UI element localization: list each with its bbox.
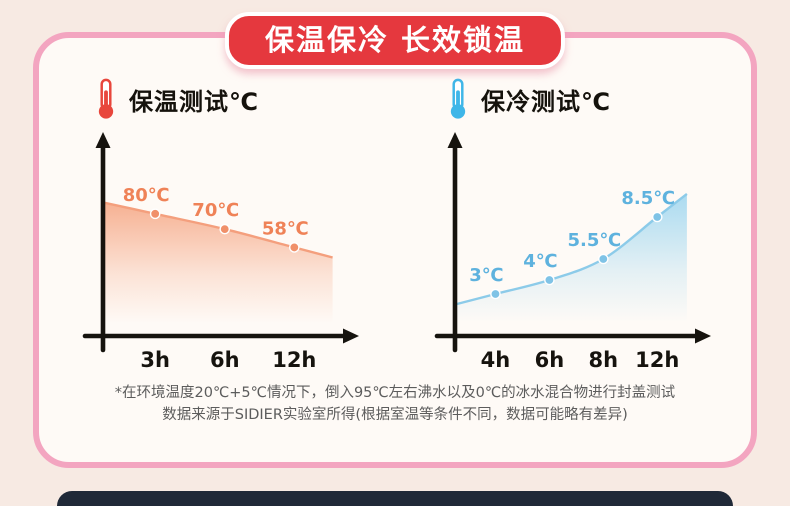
heat-retention-chart: 80℃ 3h 70℃ 6h 58℃ 12h xyxy=(82,132,359,372)
heat-retention-header: 保温测试℃ xyxy=(69,78,369,120)
value-label: 80℃ xyxy=(123,185,170,206)
x-tick-label: 4h xyxy=(481,348,511,372)
x-tick-label: 6h xyxy=(210,348,240,372)
chart-area xyxy=(103,202,333,334)
x-tick-label: 3h xyxy=(140,348,170,372)
section-title-badge: 保温保冷 长效锁温 xyxy=(224,12,566,70)
cold-retention-block: 保冷测试℃ 3℃ 4h 4℃ 6h 5.5℃ 8h 8.5℃ 12h xyxy=(421,78,721,374)
value-label: 3℃ xyxy=(469,265,503,286)
next-section-peek xyxy=(57,491,733,506)
thermometer-hot-icon xyxy=(93,78,119,120)
x-axis-arrow xyxy=(343,328,359,344)
x-tick-label: 6h xyxy=(535,348,565,372)
chart-area xyxy=(455,193,687,334)
value-label: 58℃ xyxy=(262,218,309,239)
disclaimer-line-2: 数据来源于SIDIER实验室所得(根据室温等条件不同，数据可能略有差异) xyxy=(162,407,628,424)
data-point xyxy=(490,288,501,300)
value-label: 8.5℃ xyxy=(621,188,675,209)
cold-retention-chart: 3℃ 4h 4℃ 6h 5.5℃ 8h 8.5℃ 12h xyxy=(434,132,711,372)
thermal-test-card: 保温保冷 长效锁温 保温测试℃ 80℃ 3h 70℃ 6h 58℃ 12h xyxy=(33,12,757,468)
data-point xyxy=(544,274,555,286)
heat-retention-title: 保温测试℃ xyxy=(129,87,260,116)
value-label: 70℃ xyxy=(192,200,239,221)
y-axis-arrow xyxy=(447,132,463,148)
x-tick-label: 12h xyxy=(272,348,316,372)
cold-retention-title: 保冷测试℃ xyxy=(481,87,612,116)
data-point xyxy=(598,253,609,265)
section-title: 保温保冷 长效锁温 xyxy=(264,23,526,57)
data-point xyxy=(289,242,300,253)
heat-retention-block: 保温测试℃ 80℃ 3h 70℃ 6h 58℃ 12h xyxy=(69,78,369,374)
y-axis-arrow xyxy=(95,132,111,148)
charts-row: 保温测试℃ 80℃ 3h 70℃ 6h 58℃ 12h 保冷测试℃ 3℃ 4h 4℃ 6h 5.5… xyxy=(39,78,751,374)
data-point xyxy=(149,208,161,220)
thermometer-cold-icon xyxy=(445,78,471,120)
disclaimer-line-1: *在环境温度20℃+5℃情况下，倒入95℃左右沸水以及0℃的冰水混合物进行封盖测… xyxy=(114,385,676,401)
x-tick-label: 12h xyxy=(635,348,679,372)
data-point xyxy=(651,211,663,223)
test-disclaimer: *在环境温度20℃+5℃情况下，倒入95℃左右沸水以及0℃的冰水混合物进行封盖测… xyxy=(59,382,731,427)
data-point xyxy=(219,223,231,235)
x-axis-arrow xyxy=(695,328,711,344)
cold-retention-header: 保冷测试℃ xyxy=(421,78,721,120)
value-label: 5.5℃ xyxy=(567,230,621,251)
x-tick-label: 8h xyxy=(589,348,619,372)
value-label: 4℃ xyxy=(523,251,557,272)
